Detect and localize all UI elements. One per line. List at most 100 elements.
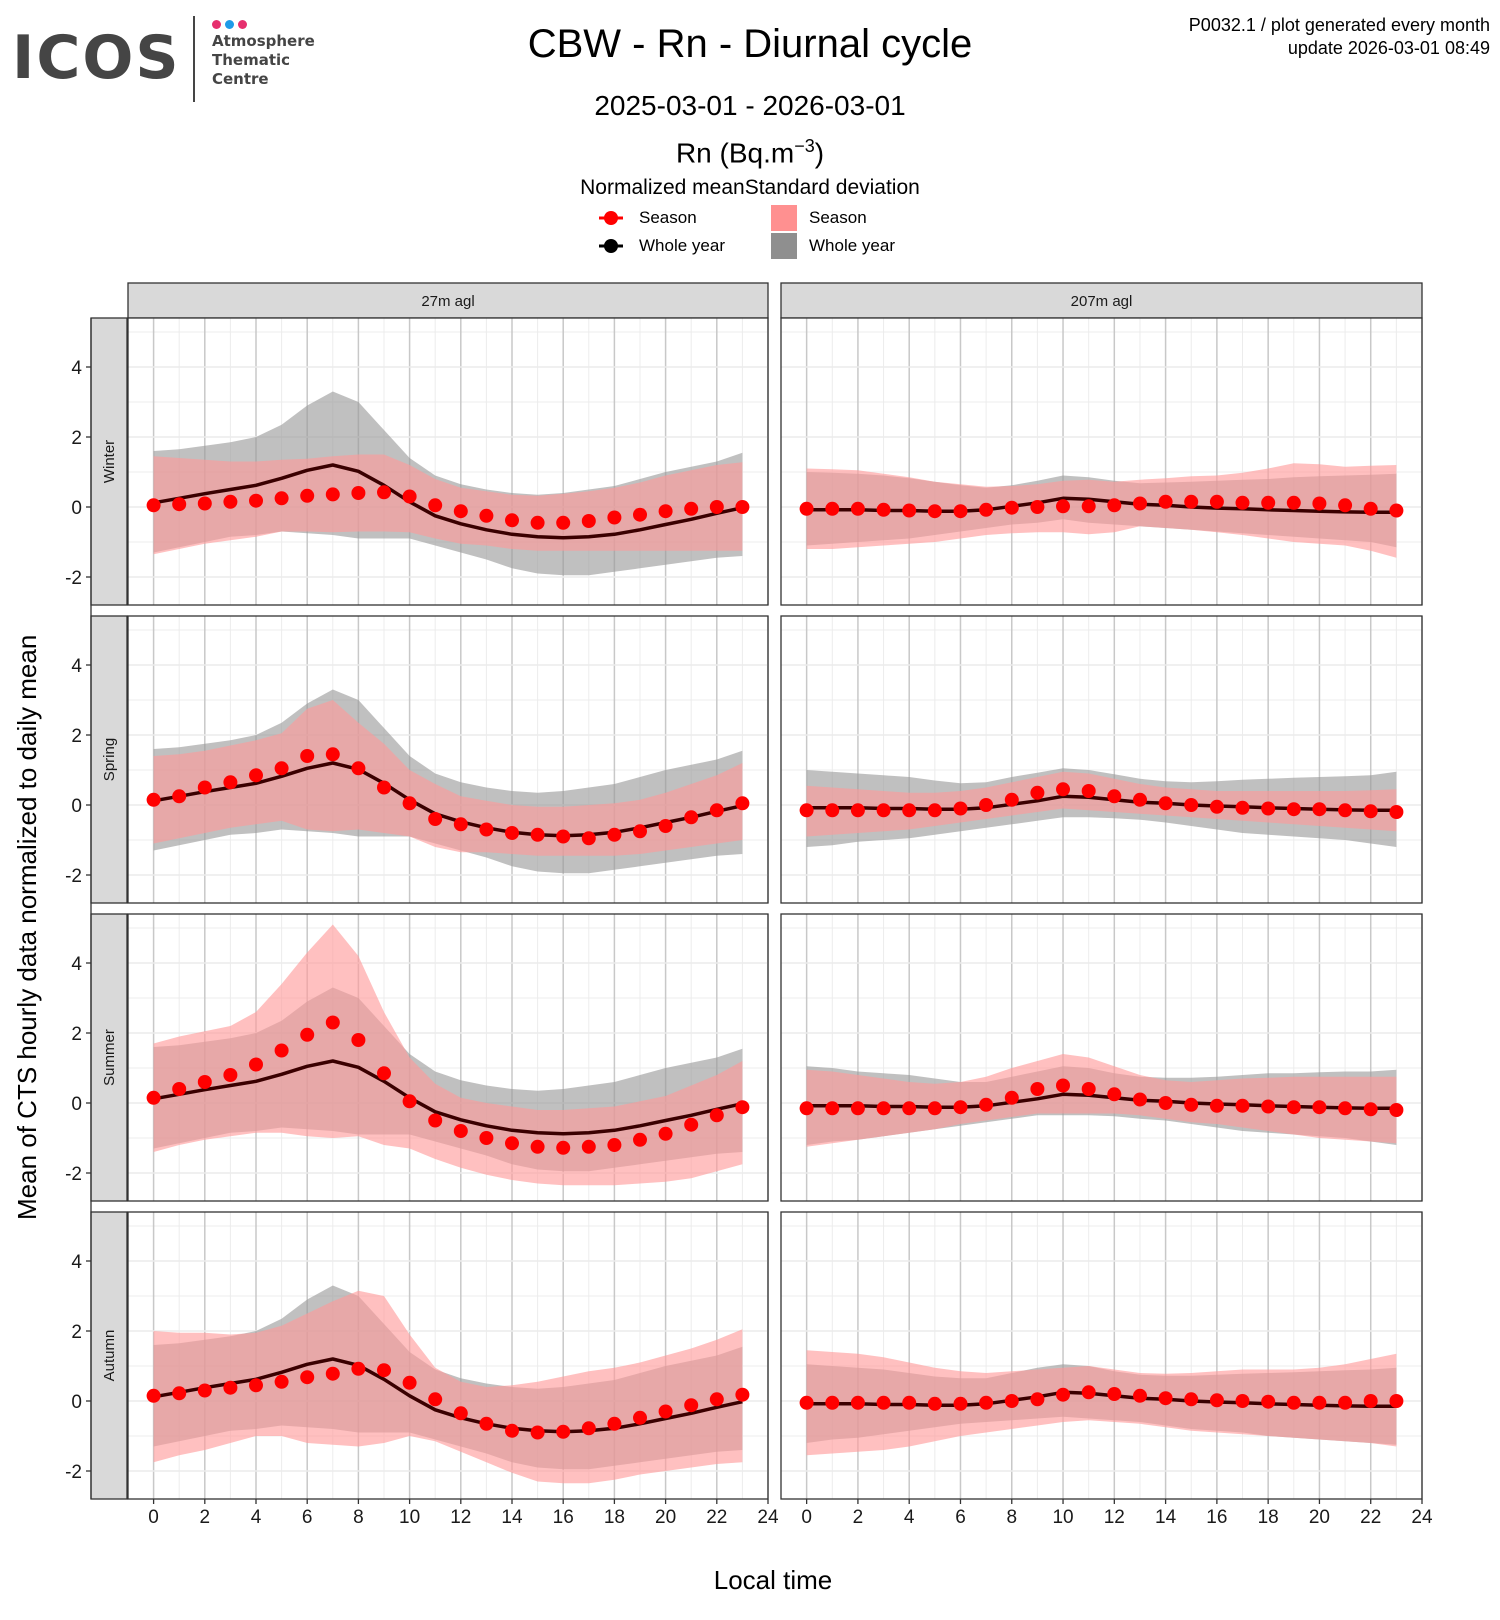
season-sd-band: [806, 771, 1397, 837]
panel-border: [127, 913, 769, 1202]
black-point-line-icon: [599, 239, 623, 253]
season-mean-point: [927, 504, 942, 519]
season-mean-point: [850, 501, 865, 516]
season-mean-point: [530, 827, 545, 842]
season-mean-point: [428, 1392, 443, 1407]
season-mean-point: [1081, 1082, 1096, 1096]
season-mean-point: [505, 1136, 519, 1151]
season-mean-point: [1056, 1387, 1070, 1402]
season-mean-point: [1286, 802, 1301, 817]
season-mean-point: [197, 496, 212, 511]
legend-label: Season: [809, 208, 867, 227]
season-mean-point: [633, 1410, 647, 1425]
season-mean-point: [953, 1396, 968, 1411]
season-mean-point: [1209, 1393, 1224, 1408]
season-mean-point: [1235, 495, 1250, 510]
chart-title: CBW - Rn - Diurnal cycle: [527, 22, 973, 66]
panel-background: [781, 1212, 1422, 1499]
season-mean-point: [300, 488, 315, 503]
season-mean-point: [377, 1363, 391, 1378]
season-mean-point: [377, 485, 391, 500]
logo-wordmark: ICOS: [12, 23, 181, 93]
season-sd-band: [153, 454, 743, 555]
season-mean-point: [1312, 1395, 1327, 1410]
legend-label: Whole year: [639, 236, 725, 255]
x-tick-label: 16: [553, 1507, 574, 1528]
season-mean-point: [1133, 496, 1147, 511]
season-mean-point: [1286, 495, 1301, 510]
facet-strip-label: 207m agl: [1071, 293, 1133, 310]
season-mean-point: [658, 504, 673, 519]
season-mean-point: [1389, 1103, 1404, 1117]
facet-strip-label: 27m agl: [421, 293, 474, 310]
season-mean-point: [1338, 498, 1353, 513]
plot-metadata: P0032.1 / plot generated every month upd…: [1189, 14, 1490, 60]
season-mean-point: [1184, 1392, 1199, 1407]
season-mean-point: [453, 504, 468, 519]
season-mean-point: [1184, 798, 1199, 812]
season-mean-point: [1363, 1102, 1378, 1117]
season-mean-point: [1286, 1100, 1301, 1115]
season-mean-point: [223, 775, 238, 790]
season-mean-point: [197, 1075, 212, 1089]
season-mean-point: [1261, 495, 1276, 510]
season-mean-point: [1261, 801, 1276, 816]
season-mean-point: [633, 1132, 647, 1147]
logo-subtitle: Atmosphere Thematic Centre: [212, 32, 315, 89]
facet-panel-summer-27m: [127, 913, 769, 1202]
season-mean-point: [1158, 1391, 1173, 1406]
season-mean-point: [735, 796, 750, 811]
season-mean-point: [146, 792, 161, 807]
season-mean-point: [428, 498, 443, 513]
season-mean-point: [530, 1425, 545, 1440]
season-mean-point: [1209, 494, 1224, 509]
season-mean-point: [1107, 1387, 1122, 1401]
season-mean-point: [684, 1117, 699, 1132]
season-mean-point: [581, 1421, 596, 1436]
season-mean-point: [1133, 1388, 1147, 1403]
season-mean-point: [876, 803, 891, 818]
season-mean-point: [1004, 1090, 1019, 1105]
season-mean-point: [377, 780, 391, 795]
logo-dots-icon: [212, 16, 251, 29]
season-sd-band: [153, 924, 743, 1186]
x-tick-label: 12: [450, 1507, 471, 1528]
y-tick-label: -2: [65, 1462, 82, 1483]
season-mean-point: [927, 1396, 942, 1411]
season-mean-point: [850, 1395, 865, 1410]
facet-panel-autumn-207m: [780, 1211, 1423, 1500]
season-mean-point: [1363, 501, 1378, 516]
legend-label: Whole year: [809, 236, 895, 255]
season-mean-point: [735, 1100, 750, 1115]
y-tick-label: 4: [71, 656, 82, 677]
legend-title-exponent: −3: [794, 136, 815, 156]
y-tick-label: 2: [71, 428, 82, 449]
season-mean-point: [607, 510, 622, 525]
panel-border: [780, 1211, 1423, 1500]
season-mean-point: [402, 796, 417, 811]
season-mean-point: [581, 831, 596, 846]
facet-strip-label: Autumn: [101, 1330, 118, 1382]
y-tick-label: 0: [71, 796, 82, 817]
season-mean-point: [223, 1380, 238, 1395]
season-mean-point: [453, 817, 468, 832]
panel-background: [781, 914, 1422, 1201]
panel-background: [781, 616, 1422, 903]
season-mean-point: [684, 501, 699, 516]
season-sd-band: [153, 700, 743, 856]
season-mean-point: [402, 489, 417, 504]
season-mean-point: [274, 491, 289, 506]
x-tick-label: 22: [1360, 1507, 1381, 1528]
season-mean-point: [1081, 499, 1096, 514]
season-mean-point: [1030, 500, 1045, 514]
season-mean-point: [1133, 1092, 1147, 1107]
season-mean-point: [274, 1043, 289, 1058]
season-mean-point: [351, 761, 366, 776]
season-mean-point: [1363, 804, 1378, 819]
season-mean-point: [876, 1101, 891, 1116]
facet-strip-column: [780, 282, 1423, 319]
season-mean-point: [953, 504, 968, 519]
season-mean-point: [172, 789, 187, 804]
panel-border: [127, 1211, 769, 1500]
